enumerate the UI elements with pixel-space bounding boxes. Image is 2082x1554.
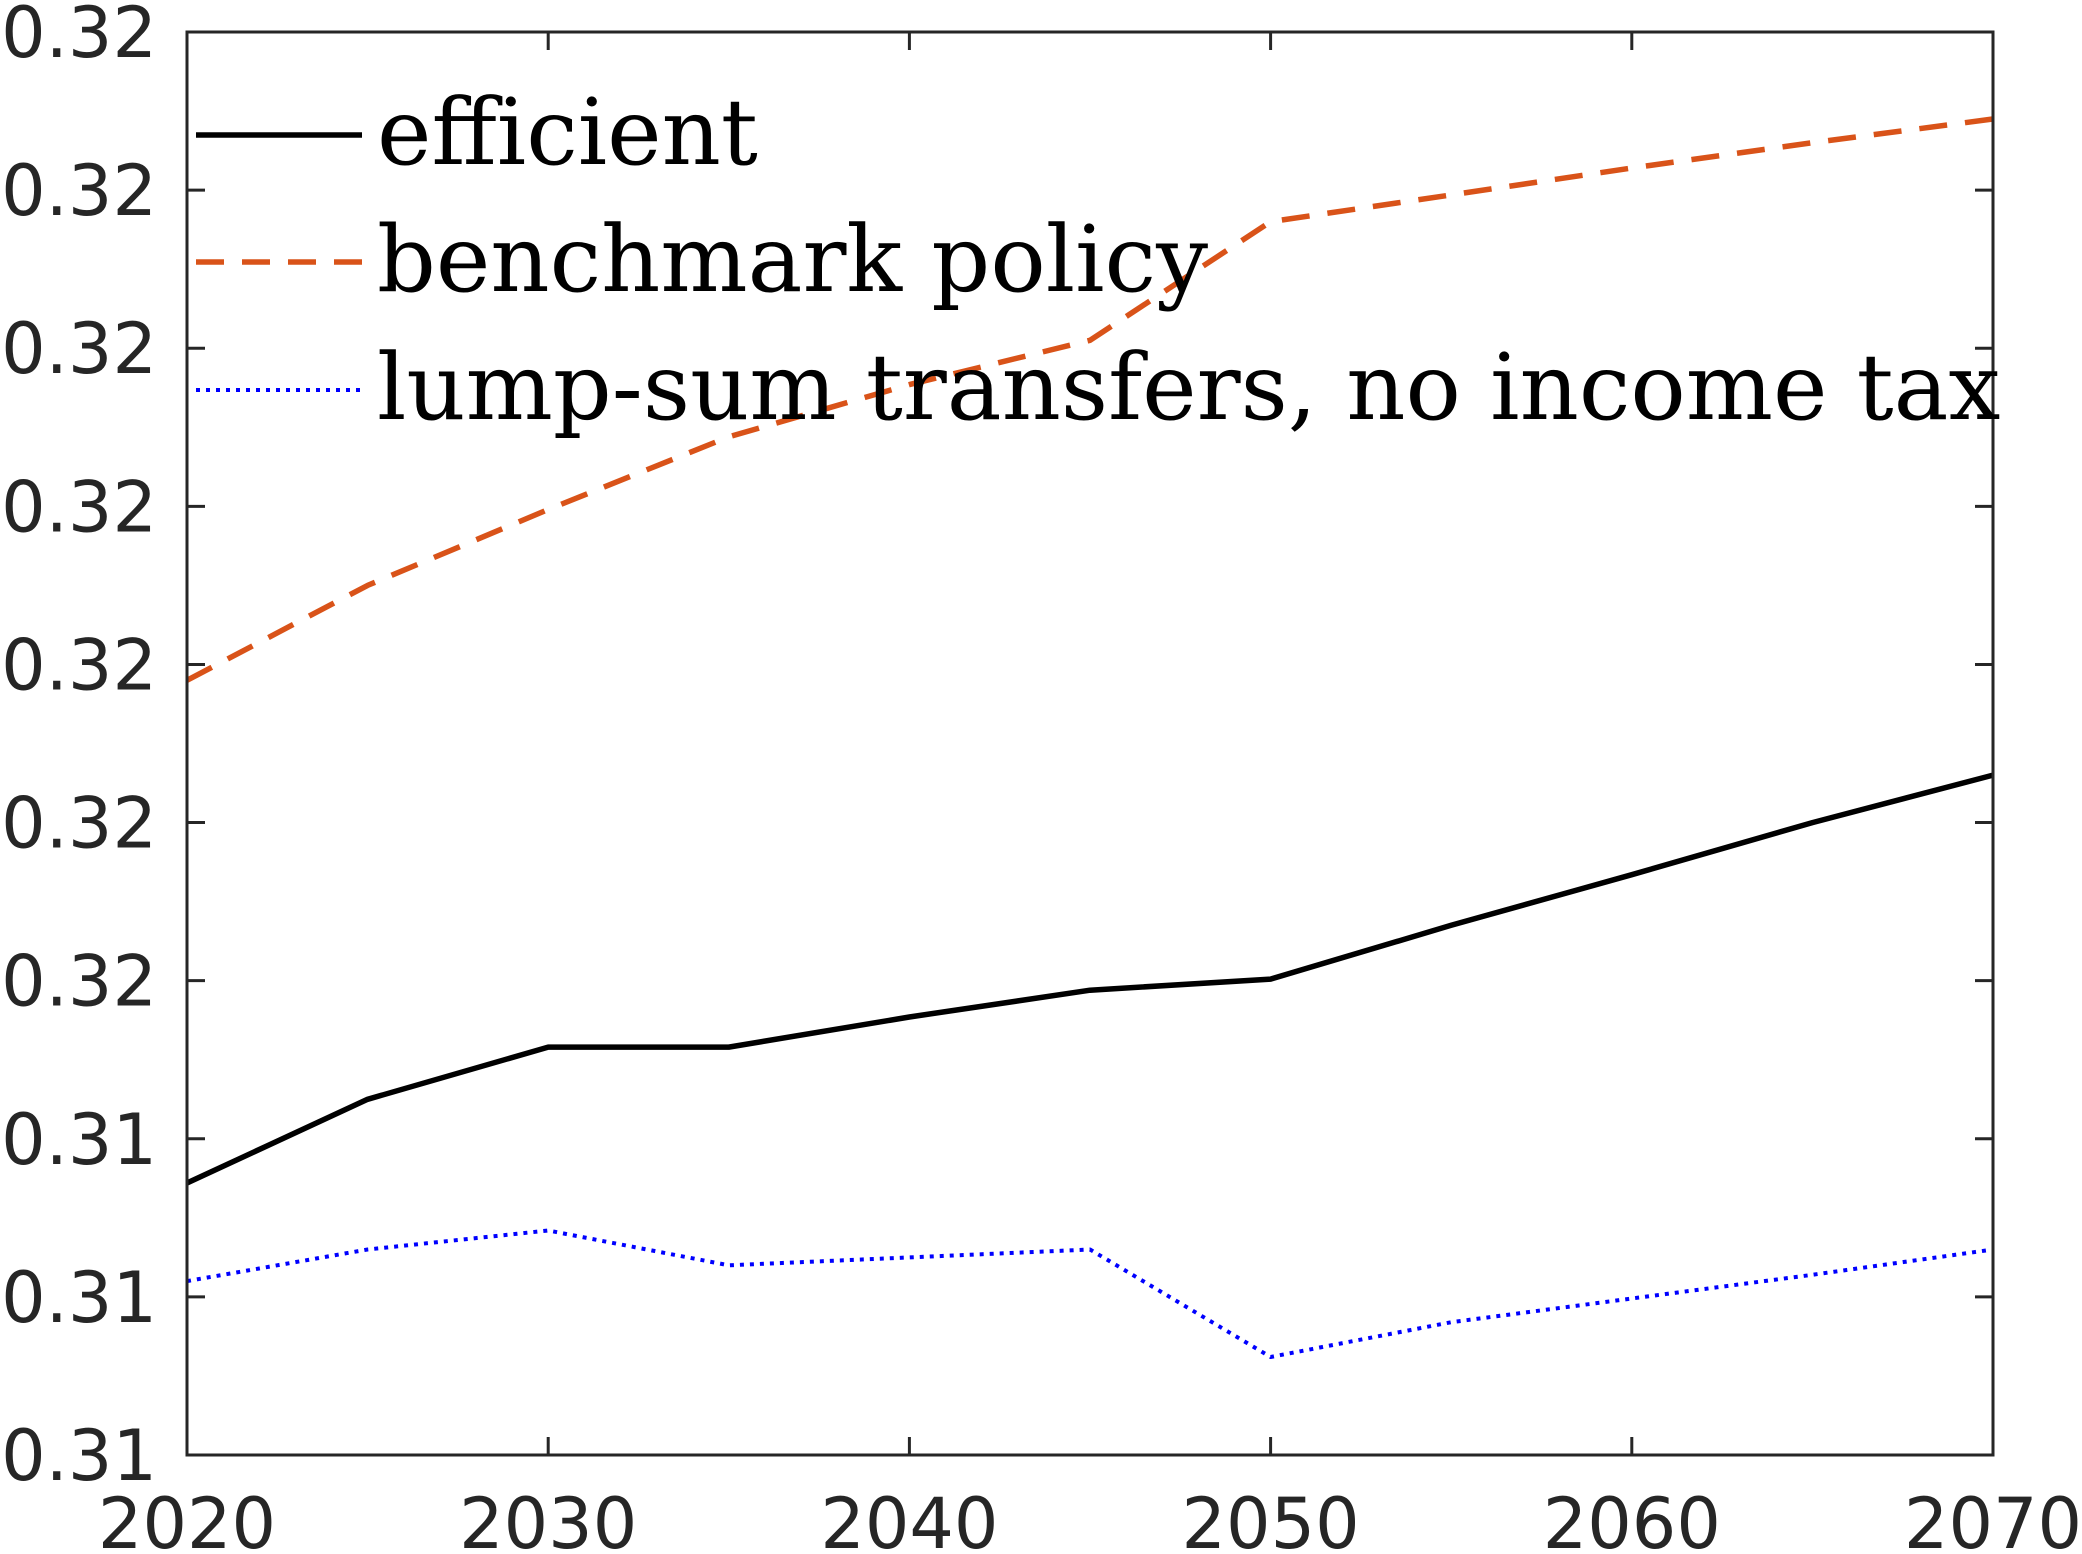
plot-frame <box>185 30 1995 1457</box>
y-tick-label: 0.32 <box>1 150 157 232</box>
y-tick-label: 0.32 <box>1 624 157 706</box>
x-tick-label: 2040 <box>820 1483 998 1554</box>
legend-label-3: lump-sum transfers, no income tax <box>377 334 2000 441</box>
x-tick-label: 2020 <box>98 1483 276 1554</box>
x-tick-label: 2060 <box>1543 1483 1721 1554</box>
legend: efficient benchmark policy lump-sum transf… <box>196 79 2000 441</box>
x-tick-label: 2070 <box>1904 1483 2082 1554</box>
y-tick-label: 0.32 <box>1 466 157 548</box>
series-line-1 <box>185 772 1994 1186</box>
legend-label-2: benchmark policy <box>377 206 1208 313</box>
y-tick-label: 0.32 <box>1 941 157 1023</box>
series-line-3 <box>186 1228 1994 1359</box>
series-line-2 <box>185 116 1994 683</box>
y-tick-label: 0.32 <box>1 308 157 390</box>
series-layer <box>185 116 1994 1359</box>
legend-label-1: efficient <box>377 79 758 186</box>
y-tick-label: 0.32 <box>1 0 157 74</box>
y-tick-label: 0.31 <box>1 1415 157 1497</box>
y-tick-label: 0.32 <box>1 783 157 865</box>
y-tick-label: 0.31 <box>1 1257 157 1339</box>
y-tick-label: 0.31 <box>1 1099 157 1181</box>
x-tick-label: 2030 <box>459 1483 637 1554</box>
x-tick-label: 2050 <box>1182 1483 1360 1554</box>
